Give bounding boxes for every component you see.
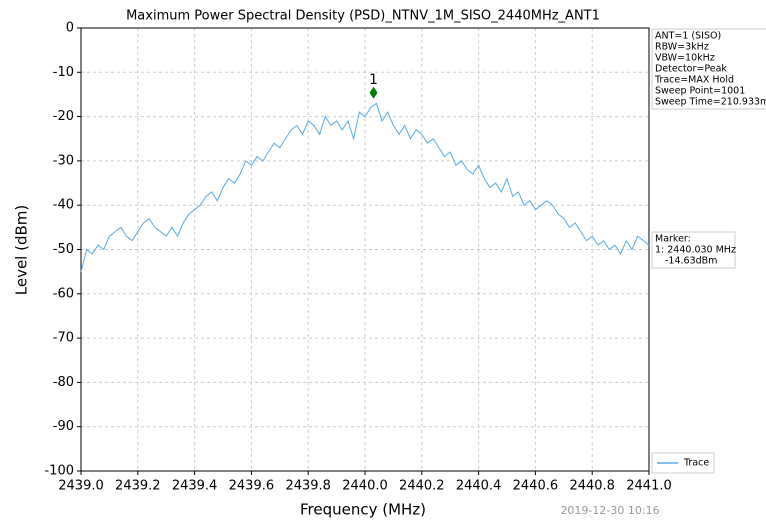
timestamp: 2019-12-30 10:16 <box>560 504 659 517</box>
info-line: Sweep Point=1001 <box>655 86 745 97</box>
y-tick-label: -10 <box>53 65 74 80</box>
trace-line <box>80 102 650 272</box>
x-tick-label: 2440.8 <box>569 479 615 494</box>
x-tick-label: 2440.4 <box>456 479 502 494</box>
legend-label: Trace <box>683 458 709 469</box>
x-tick-label: 2439.0 <box>58 479 104 494</box>
x-axis-label: Frequency (MHz) <box>300 501 426 519</box>
info-line: Detector=Peak <box>655 64 727 75</box>
plot-frame <box>80 27 650 472</box>
info-line: ANT=1 (SISO) <box>655 31 721 42</box>
y-tick-label: -20 <box>53 109 74 124</box>
peak-marker <box>369 86 378 99</box>
y-tick-label: -90 <box>53 419 74 434</box>
marker-box <box>651 231 736 269</box>
y-tick-label: -80 <box>53 375 74 390</box>
info-line: Sweep Time=210.933m <box>655 97 766 108</box>
y-tick-label: -70 <box>53 331 74 346</box>
x-tick-label: 2440.0 <box>342 479 388 494</box>
info-line: VBW=10kHz <box>655 53 715 64</box>
y-axis-label: Level (dBm) <box>13 205 31 296</box>
y-tick-label: -30 <box>53 153 74 168</box>
x-tick-label: 2439.2 <box>115 479 161 494</box>
x-tick-label: 2440.6 <box>513 479 559 494</box>
y-tick-label: -40 <box>53 198 74 213</box>
x-tick-label: 2439.8 <box>285 479 331 494</box>
marker-label: 1 <box>369 72 378 88</box>
x-tick-label: 2439.4 <box>172 479 218 494</box>
legend-box <box>651 452 715 474</box>
info-line: RBW=3kHz <box>655 42 709 53</box>
chart-title: Maximum Power Spectral Density (PSD)_NTN… <box>126 9 600 24</box>
marker-info-line: -14.63dBm <box>665 256 717 267</box>
x-tick-label: 2439.6 <box>229 479 275 494</box>
y-tick-label: -60 <box>53 286 74 301</box>
y-tick-label: 0 <box>66 21 74 36</box>
marker-info-line: 1: 2440.030 MHz <box>655 245 736 256</box>
y-tick-label: -100 <box>44 464 74 479</box>
x-tick-label: 2440.2 <box>399 479 445 494</box>
x-tick-label: 2441.0 <box>626 479 672 494</box>
y-tick-label: -50 <box>53 242 74 257</box>
marker-info-line: Marker: <box>655 234 691 245</box>
info-line: Trace=MAX Hold <box>654 75 734 86</box>
info-box <box>651 28 766 110</box>
